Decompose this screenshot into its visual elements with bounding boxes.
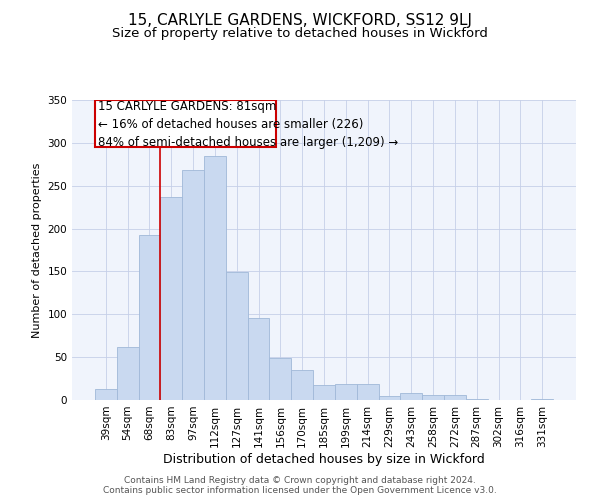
Bar	[335, 384, 357, 400]
Bar	[313, 384, 335, 400]
Bar	[531, 399, 553, 400]
Text: Contains HM Land Registry data © Crown copyright and database right 2024.: Contains HM Land Registry data © Crown c…	[124, 476, 476, 485]
Bar	[117, 347, 139, 400]
Bar	[269, 358, 291, 400]
Bar	[357, 384, 379, 400]
Bar	[422, 395, 444, 400]
Bar	[400, 393, 422, 400]
Bar	[226, 272, 248, 400]
Y-axis label: Number of detached properties: Number of detached properties	[32, 162, 42, 338]
FancyBboxPatch shape	[95, 100, 276, 147]
Bar	[379, 396, 400, 400]
Bar	[204, 156, 226, 400]
Text: Size of property relative to detached houses in Wickford: Size of property relative to detached ho…	[112, 28, 488, 40]
Bar	[95, 389, 117, 400]
Text: Contains public sector information licensed under the Open Government Licence v3: Contains public sector information licen…	[103, 486, 497, 495]
Text: 15, CARLYLE GARDENS, WICKFORD, SS12 9LJ: 15, CARLYLE GARDENS, WICKFORD, SS12 9LJ	[128, 12, 472, 28]
Bar	[444, 395, 466, 400]
Bar	[291, 370, 313, 400]
Bar	[139, 234, 160, 400]
Bar	[466, 399, 488, 400]
Bar	[248, 318, 269, 400]
Bar	[160, 197, 182, 400]
Bar	[182, 170, 204, 400]
X-axis label: Distribution of detached houses by size in Wickford: Distribution of detached houses by size …	[163, 452, 485, 466]
Text: 15 CARLYLE GARDENS: 81sqm
← 16% of detached houses are smaller (226)
84% of semi: 15 CARLYLE GARDENS: 81sqm ← 16% of detac…	[98, 100, 398, 150]
